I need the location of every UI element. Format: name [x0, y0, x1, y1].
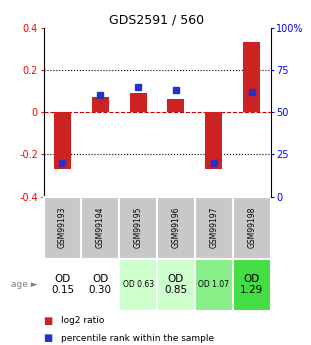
Bar — [92, 97, 109, 112]
Bar — [205, 112, 222, 169]
Text: GSM99194: GSM99194 — [96, 207, 105, 248]
Bar — [44, 197, 81, 259]
Text: GSM99198: GSM99198 — [247, 207, 256, 248]
Bar — [195, 259, 233, 310]
Text: ■: ■ — [44, 316, 53, 326]
Text: age ►: age ► — [11, 280, 37, 289]
Bar — [81, 197, 119, 259]
Text: OD
0.15: OD 0.15 — [51, 274, 74, 295]
Bar — [81, 259, 119, 310]
Bar — [54, 112, 71, 169]
Bar — [243, 42, 260, 112]
Text: OD
1.29: OD 1.29 — [240, 274, 263, 295]
Text: GSM99195: GSM99195 — [134, 207, 143, 248]
Text: OD
0.85: OD 0.85 — [165, 274, 188, 295]
Text: OD 1.07: OD 1.07 — [198, 280, 229, 289]
Bar — [195, 197, 233, 259]
Bar — [167, 99, 184, 112]
Bar — [157, 197, 195, 259]
Bar — [119, 259, 157, 310]
Title: GDS2591 / 560: GDS2591 / 560 — [109, 13, 205, 27]
Text: GSM99197: GSM99197 — [209, 207, 218, 248]
Text: percentile rank within the sample: percentile rank within the sample — [61, 334, 214, 343]
Bar — [119, 197, 157, 259]
Bar — [130, 93, 147, 112]
Text: ■: ■ — [44, 333, 53, 343]
Bar — [233, 197, 271, 259]
Text: GSM99193: GSM99193 — [58, 207, 67, 248]
Text: OD
0.30: OD 0.30 — [89, 274, 112, 295]
Bar — [157, 259, 195, 310]
Text: OD 0.63: OD 0.63 — [123, 280, 154, 289]
Bar — [233, 259, 271, 310]
Bar — [44, 259, 81, 310]
Text: log2 ratio: log2 ratio — [61, 316, 104, 325]
Text: GSM99196: GSM99196 — [171, 207, 180, 248]
